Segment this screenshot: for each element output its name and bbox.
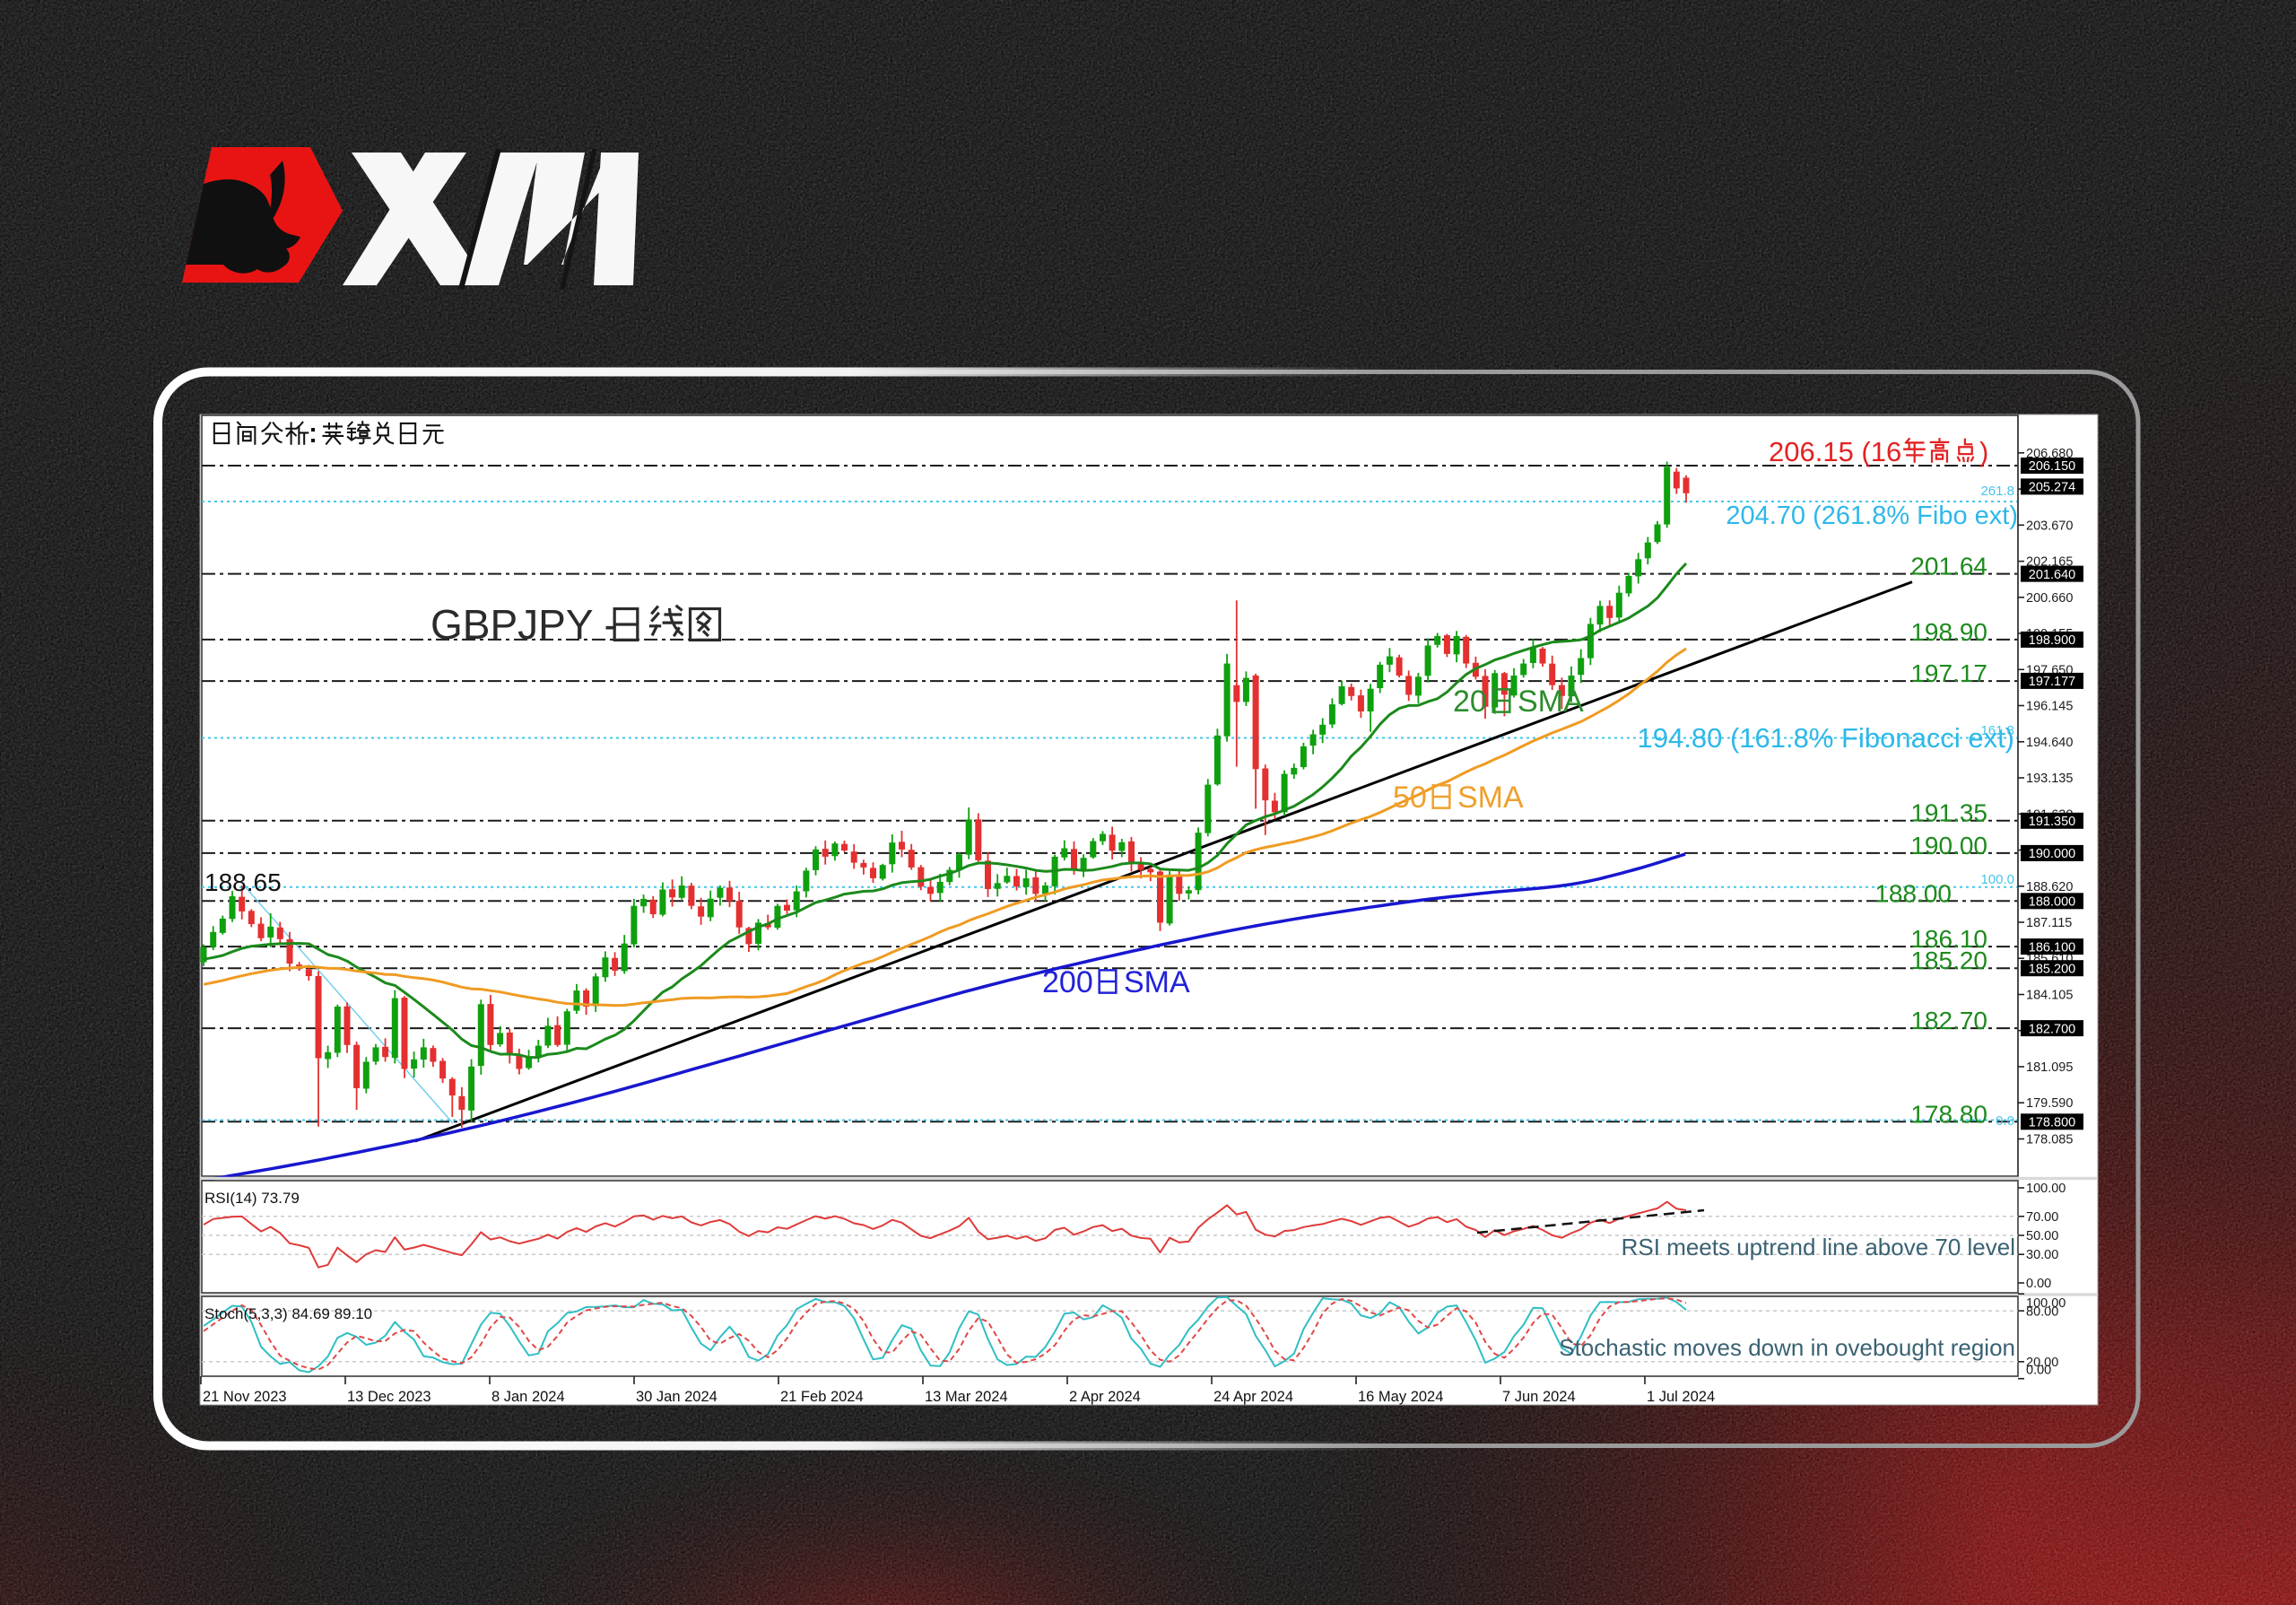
svg-text:193.135: 193.135 <box>2026 772 2073 786</box>
svg-text:178.80: 178.80 <box>1910 1100 1987 1128</box>
svg-text:188.620: 188.620 <box>2026 880 2073 894</box>
svg-text:194.80 (161.8% Fibonacci ext): 194.80 (161.8% Fibonacci ext) <box>1638 722 2014 754</box>
svg-text:20.00: 20.00 <box>2026 1356 2058 1370</box>
svg-text:261.8: 261.8 <box>1980 484 2014 499</box>
svg-text:161.8: 161.8 <box>1980 723 2014 738</box>
svg-text:201.64: 201.64 <box>1910 553 1987 580</box>
svg-text:202.165: 202.165 <box>2026 555 2073 570</box>
svg-text:SMA: SMA <box>1124 965 1190 999</box>
svg-text:Stochastic moves down in ovebo: Stochastic moves down in ovebought regio… <box>1559 1334 2015 1361</box>
svg-text:203.670: 203.670 <box>2026 519 2073 533</box>
svg-text:205.274: 205.274 <box>2029 481 2075 495</box>
svg-text:0.00: 0.00 <box>2026 1364 2051 1378</box>
svg-text:198.900: 198.900 <box>2029 633 2075 648</box>
svg-text:206.680: 206.680 <box>2026 447 2073 461</box>
svg-text:178.800: 178.800 <box>2029 1116 2075 1130</box>
svg-text:16 May 2024: 16 May 2024 <box>1358 1389 1443 1405</box>
svg-text:RSI meets uptrend line above 7: RSI meets uptrend line above 70 level <box>1622 1234 2015 1260</box>
svg-text:190.000: 190.000 <box>2029 847 2075 861</box>
svg-text:196.145: 196.145 <box>2026 700 2073 714</box>
svg-text:30.00: 30.00 <box>2026 1248 2058 1262</box>
svg-text:182.70: 182.70 <box>1910 1007 1987 1034</box>
svg-text:188.65: 188.65 <box>204 868 282 896</box>
svg-text:SMA: SMA <box>1457 781 1524 815</box>
svg-text:50.00: 50.00 <box>2026 1229 2058 1243</box>
svg-text:20: 20 <box>1453 685 1487 719</box>
svg-text:185.20: 185.20 <box>1910 946 1987 974</box>
svg-text:100.00: 100.00 <box>2026 1296 2066 1311</box>
svg-text:50: 50 <box>1393 781 1427 815</box>
svg-text:191.35: 191.35 <box>1910 799 1987 827</box>
svg-text:100.0: 100.0 <box>1980 872 2014 887</box>
svg-text:0.0: 0.0 <box>1996 1113 2014 1129</box>
svg-text:194.640: 194.640 <box>2026 736 2073 750</box>
svg-text:190.00: 190.00 <box>1910 832 1987 859</box>
svg-text:0.00: 0.00 <box>2026 1277 2051 1291</box>
svg-text:13 Dec 2023: 13 Dec 2023 <box>347 1389 431 1405</box>
svg-text:178.085: 178.085 <box>2026 1132 2073 1147</box>
svg-text:8 Jan 2024: 8 Jan 2024 <box>491 1389 565 1405</box>
svg-text:RSI(14) 73.79: RSI(14) 73.79 <box>204 1190 300 1207</box>
svg-text:2 Apr 2024: 2 Apr 2024 <box>1069 1389 1141 1405</box>
svg-text:206.15 (16: 206.15 (16 <box>1769 436 1901 467</box>
svg-text:24 Apr 2024: 24 Apr 2024 <box>1213 1389 1293 1405</box>
svg-text:100.00: 100.00 <box>2026 1182 2066 1196</box>
svg-text:80.00: 80.00 <box>2026 1305 2058 1320</box>
svg-text:191.350: 191.350 <box>2029 815 2075 829</box>
svg-text:21 Nov 2023: 21 Nov 2023 <box>203 1389 287 1405</box>
svg-text:198.90: 198.90 <box>1910 618 1987 646</box>
svg-text:197.17: 197.17 <box>1910 659 1987 687</box>
svg-text:188.00: 188.00 <box>1874 879 1952 907</box>
svg-text:7 Jun 2024: 7 Jun 2024 <box>1502 1389 1576 1405</box>
svg-text:201.640: 201.640 <box>2029 568 2075 582</box>
svg-text:200.660: 200.660 <box>2026 591 2073 606</box>
svg-text:70.00: 70.00 <box>2026 1210 2058 1225</box>
svg-text:182.700: 182.700 <box>2029 1022 2075 1036</box>
svg-text:185.200: 185.200 <box>2029 962 2075 976</box>
svg-text:181.095: 181.095 <box>2026 1060 2073 1075</box>
svg-text:1 Jul 2024: 1 Jul 2024 <box>1647 1389 1715 1405</box>
svg-text:): ) <box>1979 436 1988 467</box>
svg-text:179.590: 179.590 <box>2026 1096 2073 1111</box>
svg-text:21 Feb 2024: 21 Feb 2024 <box>780 1389 864 1405</box>
svg-text:GBPJPY -: GBPJPY - <box>430 601 618 648</box>
svg-text:30 Jan 2024: 30 Jan 2024 <box>636 1389 718 1405</box>
svg-text:13 Mar 2024: 13 Mar 2024 <box>925 1389 1008 1405</box>
svg-text:SMA: SMA <box>1518 685 1584 719</box>
svg-text:204.70 (261.8% Fibo ext): 204.70 (261.8% Fibo ext) <box>1726 502 2018 530</box>
svg-text:186.10: 186.10 <box>1910 925 1987 953</box>
svg-text:186.100: 186.100 <box>2029 940 2075 955</box>
svg-text:200: 200 <box>1042 965 1093 999</box>
svg-text:184.105: 184.105 <box>2026 988 2073 1002</box>
svg-text:Stoch(5,3,3) 84.69 89.10: Stoch(5,3,3) 84.69 89.10 <box>204 1305 372 1322</box>
svg-text:188.000: 188.000 <box>2029 895 2075 910</box>
svg-text:187.115: 187.115 <box>2026 916 2072 930</box>
svg-text:206.150: 206.150 <box>2029 459 2075 474</box>
svg-text:197.177: 197.177 <box>2029 675 2075 689</box>
